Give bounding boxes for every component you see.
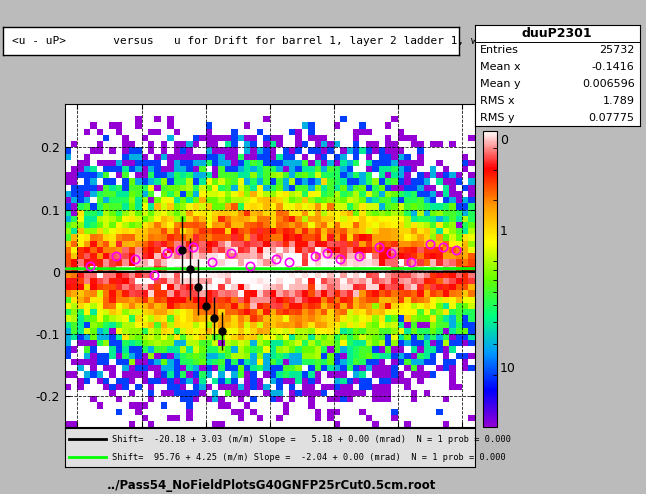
Text: Shift=  95.76 + 4.25 (m/m) Slope =  -2.04 + 0.00 (mrad)  N = 1 prob = 0.000: Shift= 95.76 + 4.25 (m/m) Slope = -2.04 … [112,453,506,462]
Text: 1.789: 1.789 [603,96,634,106]
Text: RMS x: RMS x [480,96,514,106]
Text: ../Pass54_NoFieldPlotsG40GNFP25rCut0.5cm.root: ../Pass54_NoFieldPlotsG40GNFP25rCut0.5cm… [107,479,436,492]
Text: 25732: 25732 [599,45,634,55]
Text: Mean y: Mean y [480,79,521,89]
Text: <u - uP>       versus   u for Drift for barrel 1, layer 2 ladder 1, wafer 3: <u - uP> versus u for Drift for barrel 1… [12,36,519,46]
Text: Mean x: Mean x [480,62,521,72]
Text: 0: 0 [500,134,508,147]
Text: 1: 1 [500,225,508,238]
Text: Shift=  -20.18 + 3.03 (m/m) Slope =   5.18 + 0.00 (mrad)  N = 1 prob = 0.000: Shift= -20.18 + 3.03 (m/m) Slope = 5.18 … [112,435,511,444]
Text: 10: 10 [500,362,516,374]
Text: 0.006596: 0.006596 [582,79,634,89]
Text: duuP2301: duuP2301 [522,27,592,40]
Text: 0.07775: 0.07775 [589,113,634,123]
Text: -0.1416: -0.1416 [592,62,634,72]
Text: RMS y: RMS y [480,113,514,123]
Text: Entries: Entries [480,45,519,55]
